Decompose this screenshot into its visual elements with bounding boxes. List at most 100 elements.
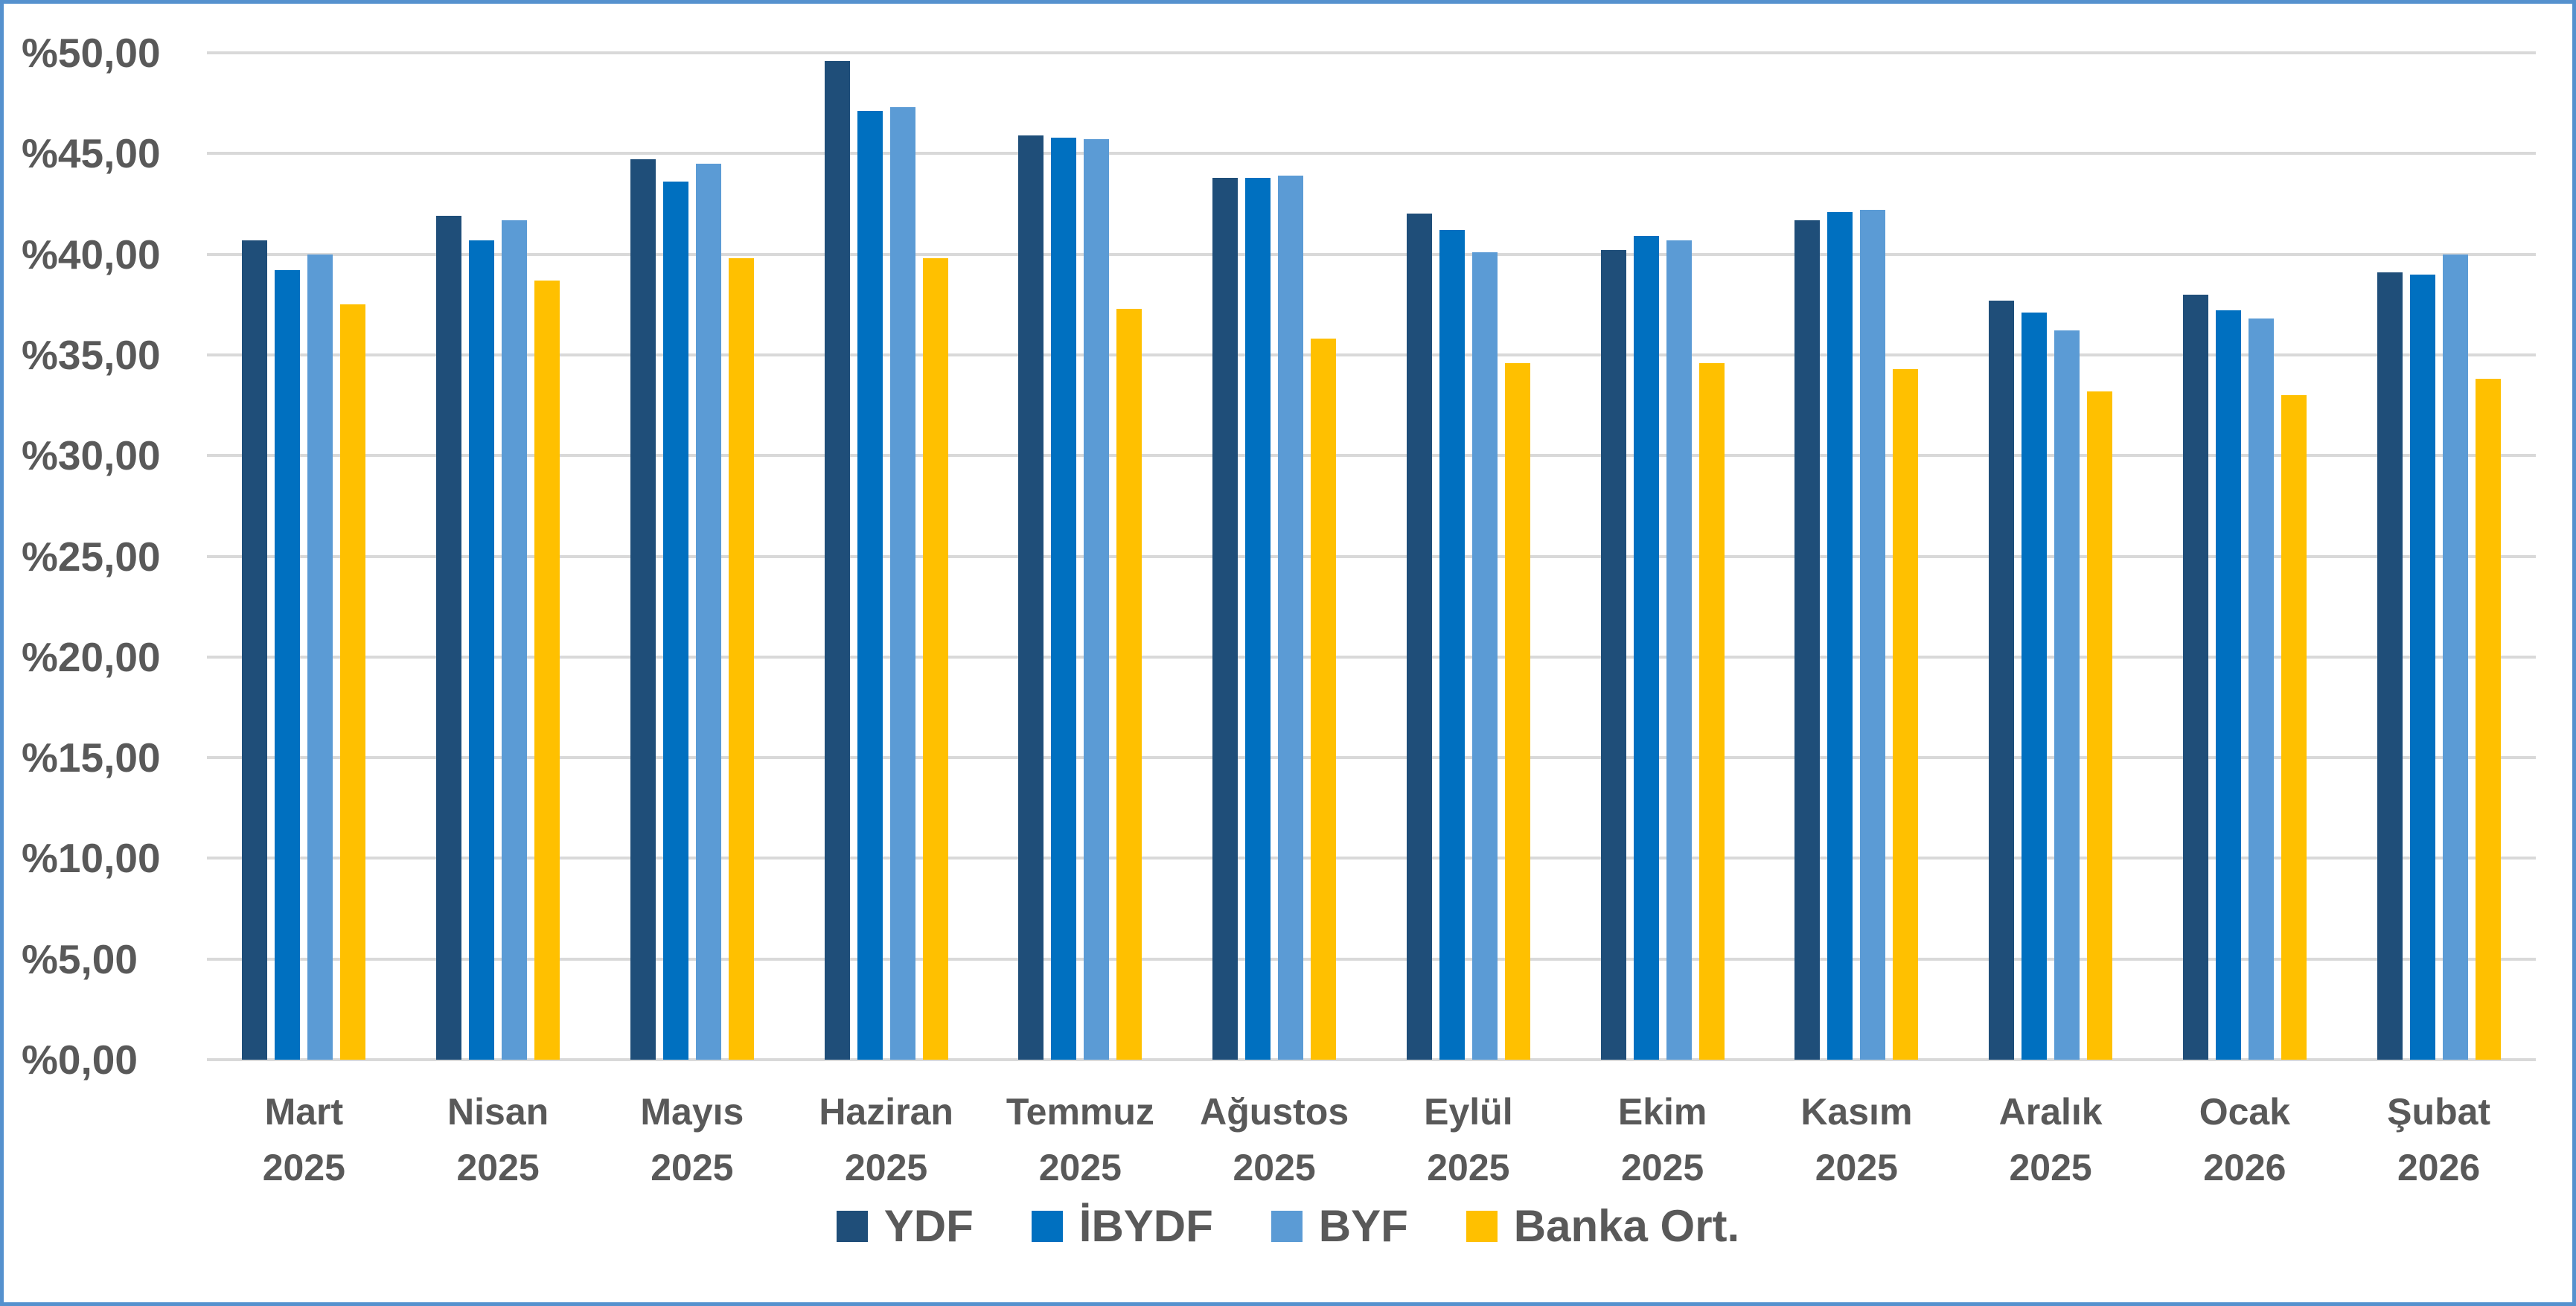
- bar-banka-ort: [922, 258, 948, 1060]
- bar-banka-ort: [534, 280, 560, 1060]
- bar-i-bydf: [1633, 236, 1659, 1060]
- bar-ydf: [1018, 135, 1044, 1060]
- bar-byf: [1860, 210, 1886, 1060]
- x-axis-labels: Mart 2025 Nisan 2025 Mayıs 2025 Haziran 202…: [207, 1084, 2536, 1196]
- bar-byf: [307, 254, 333, 1060]
- x-tick-label: Ekim 2025: [1617, 1091, 1707, 1188]
- gridline: [207, 1058, 2536, 1061]
- bar-ydf: [242, 240, 268, 1060]
- x-tick-label: Temmuz 2025: [1006, 1091, 1154, 1188]
- bar-group-11: [2148, 53, 2342, 1060]
- bar-i-bydf: [857, 111, 883, 1060]
- bar-byf: [1084, 139, 1110, 1060]
- gridline: [207, 957, 2536, 961]
- bar-banka-ort: [1504, 362, 1530, 1060]
- x-tick-label: Aralık 2025: [1998, 1091, 2103, 1188]
- y-tick-label: %5,00: [22, 935, 138, 982]
- bar-group-3: [595, 53, 790, 1060]
- x-tick-label: Kasım 2025: [1800, 1091, 1913, 1188]
- gridline: [207, 756, 2536, 760]
- bar-banka-ort: [728, 258, 754, 1060]
- bar-ydf: [1406, 214, 1432, 1060]
- gridline: [207, 857, 2536, 860]
- bar-byf: [502, 220, 528, 1060]
- bar-banka-ort: [2475, 379, 2501, 1060]
- bar-group-1: [207, 53, 401, 1060]
- x-tick-label: Mart 2025: [262, 1091, 345, 1188]
- gridline: [207, 554, 2536, 558]
- legend-item: BYF: [1271, 1200, 1408, 1252]
- bar-banka-ort: [1116, 308, 1142, 1060]
- bar-banka-ort: [2087, 391, 2113, 1060]
- bar-byf: [1278, 176, 1304, 1060]
- gridline: [207, 152, 2536, 156]
- x-tick-label: Eylül 2025: [1424, 1091, 1513, 1188]
- bar-banka-ort: [1311, 339, 1337, 1060]
- bar-ydf: [824, 60, 850, 1060]
- legend-item: İBYDF: [1031, 1200, 1213, 1252]
- bar-byf: [2248, 319, 2274, 1060]
- y-tick-label: %45,00: [22, 130, 161, 177]
- y-tick-label: %30,00: [22, 432, 161, 479]
- y-tick-label: %10,00: [22, 835, 161, 882]
- y-tick-label: %35,00: [22, 331, 161, 378]
- bars-row: [207, 53, 2536, 1060]
- legend-swatch-icon: [1031, 1210, 1063, 1242]
- legend-swatch-icon: [836, 1210, 868, 1242]
- bar-ydf: [1600, 250, 1626, 1060]
- y-tick-label: %20,00: [22, 633, 161, 680]
- bar-group-4: [789, 53, 983, 1060]
- legend-label: İBYDF: [1078, 1201, 1213, 1251]
- gridline: [207, 51, 2536, 54]
- x-tick-label: Ocak 2026: [2199, 1091, 2291, 1188]
- bar-byf: [2054, 330, 2080, 1060]
- y-tick-label: %25,00: [22, 533, 161, 580]
- gridline: [207, 252, 2536, 256]
- gridline: [207, 353, 2536, 356]
- y-tick-label: %15,00: [22, 734, 161, 781]
- bar-i-bydf: [2215, 310, 2241, 1060]
- x-tick-label: Şubat 2026: [2387, 1091, 2491, 1188]
- legend-swatch-icon: [1271, 1210, 1303, 1242]
- legend-label: YDF: [883, 1201, 974, 1251]
- bar-ydf: [1212, 177, 1239, 1060]
- legend-label: BYF: [1318, 1201, 1408, 1251]
- bar-byf: [1471, 252, 1498, 1060]
- plot-area: [207, 51, 2536, 1061]
- legend-swatch-icon: [1466, 1210, 1498, 1242]
- bar-i-bydf: [1245, 177, 1271, 1060]
- legend: YDF İBYDF BYF Banka Ort.: [4, 1200, 2572, 1252]
- bar-group-10: [1954, 53, 2148, 1060]
- bar-group-7: [1372, 53, 1566, 1060]
- bar-group-6: [1177, 53, 1372, 1060]
- x-tick-label: Ağustos 2025: [1200, 1091, 1349, 1188]
- bar-group-5: [983, 53, 1177, 1060]
- bar-group-9: [1760, 53, 1954, 1060]
- bar-byf: [2442, 254, 2468, 1060]
- bar-group-8: [1565, 53, 1760, 1060]
- bar-group-12: [2342, 53, 2536, 1060]
- bar-i-bydf: [1051, 137, 1077, 1060]
- bar-i-bydf: [2409, 274, 2435, 1060]
- legend-label: Banka Ort.: [1513, 1201, 1740, 1251]
- y-tick-label: %0,00: [22, 1037, 138, 1083]
- bar-byf: [889, 107, 915, 1060]
- gridline: [207, 454, 2536, 458]
- bar-i-bydf: [662, 182, 688, 1060]
- gridline: [207, 655, 2536, 659]
- y-tick-label: %50,00: [22, 30, 161, 76]
- bar-ydf: [1794, 220, 1821, 1060]
- y-tick-label: %40,00: [22, 231, 161, 278]
- bar-i-bydf: [2022, 313, 2048, 1060]
- bar-i-bydf: [469, 240, 495, 1060]
- legend-item: Banka Ort.: [1466, 1200, 1739, 1252]
- x-tick-label: Nisan 2025: [447, 1091, 549, 1188]
- x-tick-label: Haziran 2025: [819, 1091, 953, 1188]
- bar-ydf: [2377, 272, 2403, 1060]
- bar-byf: [695, 163, 721, 1060]
- bar-i-bydf: [1827, 211, 1853, 1060]
- bar-byf: [1666, 240, 1692, 1060]
- bar-ydf: [436, 216, 462, 1060]
- bar-i-bydf: [1439, 230, 1465, 1060]
